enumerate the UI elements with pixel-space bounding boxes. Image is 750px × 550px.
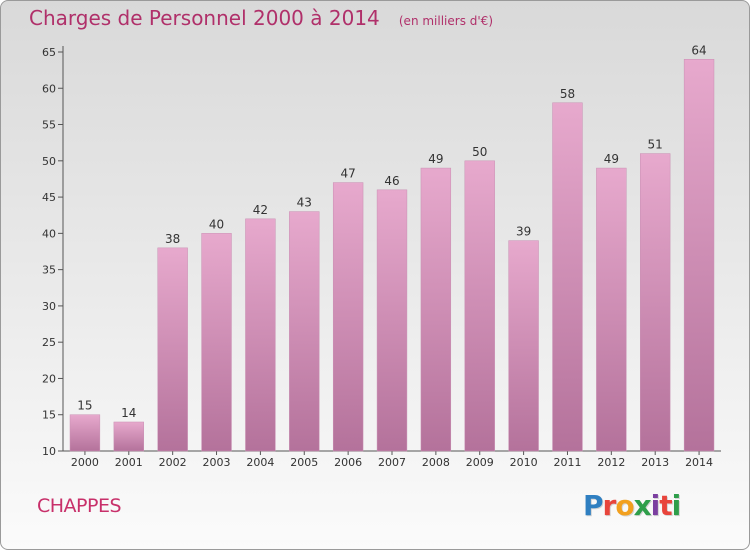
bar bbox=[289, 211, 320, 452]
x-tick-label: 2013 bbox=[641, 456, 669, 469]
bar bbox=[201, 233, 232, 452]
logo-letter: P bbox=[583, 489, 604, 522]
x-tick-label: 2006 bbox=[334, 456, 362, 469]
y-tick-label: 25 bbox=[42, 336, 56, 349]
bar bbox=[245, 218, 276, 452]
x-tick-label: 2011 bbox=[553, 456, 581, 469]
y-tick-label: 30 bbox=[42, 300, 56, 313]
x-tick-label: 2004 bbox=[246, 456, 274, 469]
y-tick-label: 35 bbox=[42, 264, 56, 277]
bar bbox=[683, 59, 715, 452]
x-tick-label: 2003 bbox=[203, 456, 231, 469]
bar-value-label: 46 bbox=[384, 174, 399, 188]
bar-value-label: 49 bbox=[604, 152, 619, 166]
bar bbox=[640, 153, 671, 452]
bar-value-label: 40 bbox=[209, 217, 224, 231]
bar bbox=[376, 189, 408, 452]
x-tick-label: 2001 bbox=[115, 456, 143, 469]
bar-value-label: 51 bbox=[648, 138, 663, 152]
bar bbox=[332, 182, 364, 452]
y-tick-label: 20 bbox=[42, 372, 56, 385]
x-tick-label: 2010 bbox=[510, 456, 538, 469]
x-axis: 2000 2001 2002 2003 2004 2005 2006 2007 2008 2009… bbox=[63, 450, 721, 469]
bar-value-label: 50 bbox=[472, 145, 487, 159]
chart-unit-note: (en milliers d'€) bbox=[398, 14, 493, 28]
x-tick-label: 2000 bbox=[71, 456, 99, 469]
x-tick-label: 2005 bbox=[290, 456, 318, 469]
y-tick-label: 45 bbox=[42, 191, 56, 204]
bar-value-label: 15 bbox=[77, 399, 92, 413]
bar-value-label: 64 bbox=[691, 43, 706, 57]
y-tick-label: 50 bbox=[42, 155, 56, 168]
bar-value-label: 47 bbox=[340, 167, 355, 181]
logo-letter: r bbox=[602, 489, 617, 522]
bar bbox=[552, 102, 583, 452]
logo-letter: o bbox=[615, 489, 634, 522]
bar-value-label: 43 bbox=[297, 196, 312, 210]
x-tick-label: 2014 bbox=[685, 456, 713, 469]
y-tick-label: 65 bbox=[42, 46, 56, 59]
bar bbox=[157, 247, 188, 452]
bars: 15 14 38 40 42 43 47 46 49 50 39 58 49 51 64 bbox=[69, 43, 715, 452]
bar-value-label: 49 bbox=[428, 152, 443, 166]
y-tick-label: 15 bbox=[42, 409, 56, 422]
bar bbox=[113, 421, 144, 452]
proxiti-logo[interactable]: Proxiti bbox=[583, 489, 682, 522]
y-axis: 10 15 20 25 30 35 40 45 50 55 60 65 bbox=[42, 46, 64, 458]
logo-letter: t bbox=[659, 489, 672, 522]
bar-value-label: 58 bbox=[560, 87, 575, 101]
bar bbox=[508, 240, 539, 452]
y-tick-label: 10 bbox=[42, 445, 56, 458]
y-tick-label: 55 bbox=[42, 119, 56, 132]
bar-value-label: 39 bbox=[516, 225, 531, 239]
title-row: Charges de Personnel 2000 à 2014 (en mil… bbox=[29, 6, 493, 30]
logo-letter: i bbox=[671, 489, 682, 522]
bar-value-label: 38 bbox=[165, 232, 180, 246]
x-tick-label: 2007 bbox=[378, 456, 406, 469]
x-tick-label: 2009 bbox=[466, 456, 494, 469]
x-tick-label: 2012 bbox=[597, 456, 625, 469]
y-tick-label: 40 bbox=[42, 227, 56, 240]
logo-letter: i bbox=[650, 489, 661, 522]
chart-title: Charges de Personnel 2000 à 2014 bbox=[29, 6, 380, 30]
bar-value-label: 42 bbox=[253, 203, 268, 217]
bar bbox=[69, 414, 101, 452]
y-tick-label: 60 bbox=[42, 82, 56, 95]
logo-letter: x bbox=[633, 489, 652, 522]
bar bbox=[420, 167, 452, 452]
x-tick-label: 2002 bbox=[159, 456, 187, 469]
x-tick-label: 2008 bbox=[422, 456, 450, 469]
bar bbox=[464, 160, 495, 452]
bar bbox=[596, 167, 627, 452]
commune-name: CHAPPES bbox=[37, 495, 122, 517]
bar-value-label: 14 bbox=[121, 406, 136, 420]
